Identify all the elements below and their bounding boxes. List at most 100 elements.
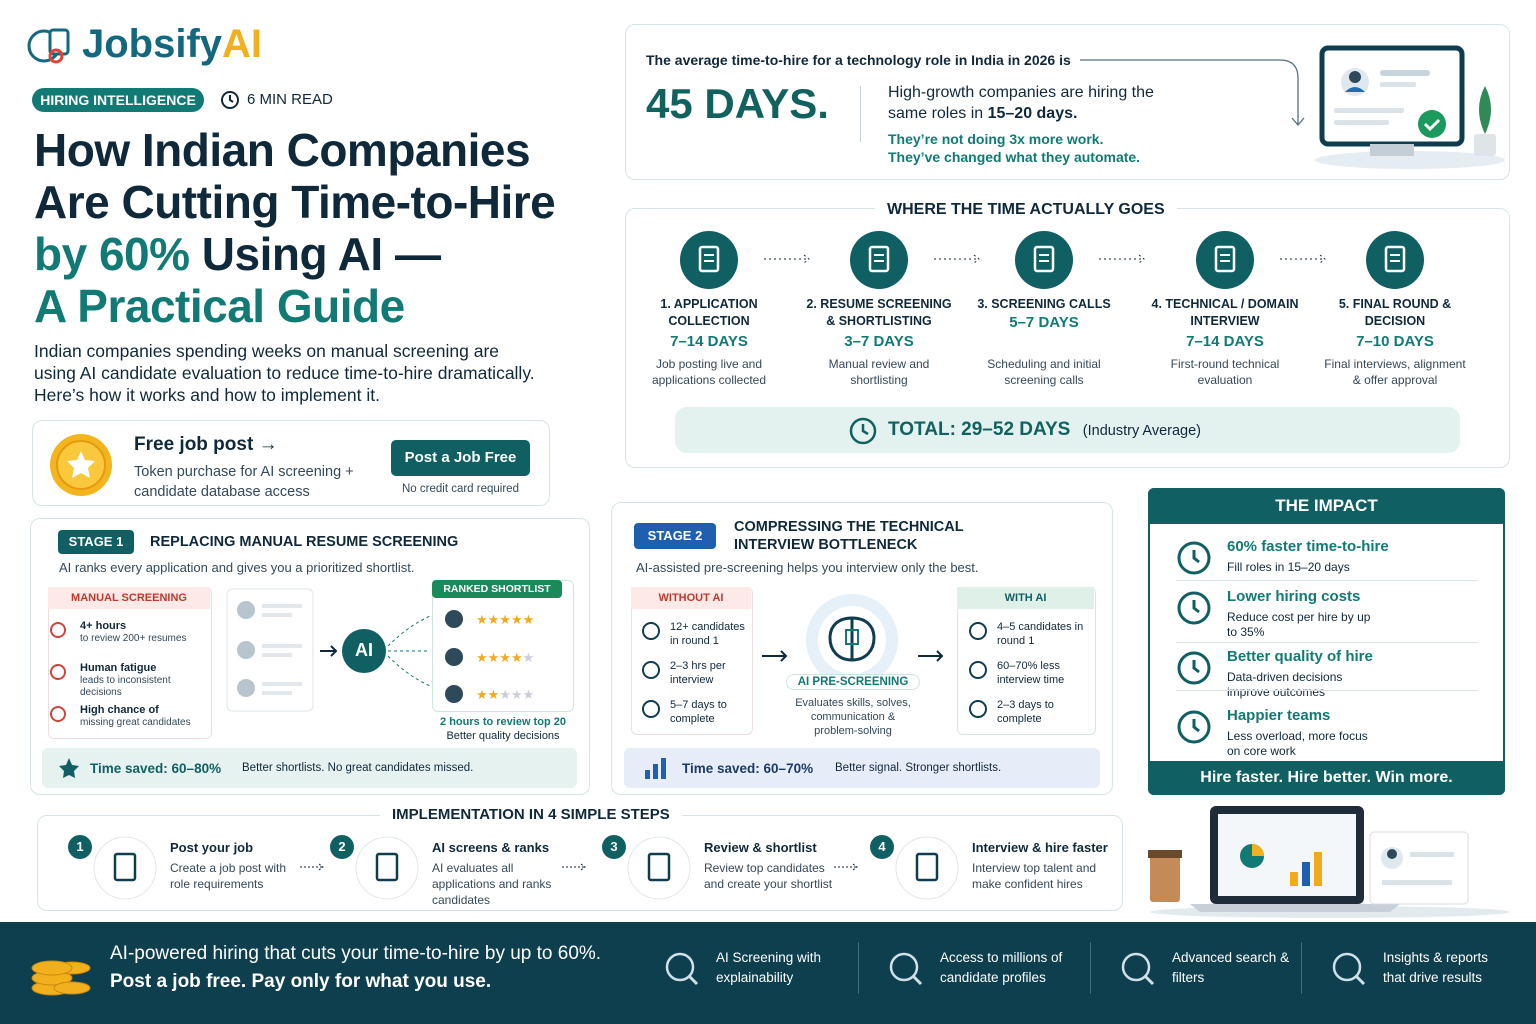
feature-divider: [858, 942, 859, 994]
step-text: AI evaluates all applications and ranks …: [432, 861, 552, 907]
logo-icon: [26, 24, 72, 68]
manual-icon: [48, 662, 68, 682]
stage2-title: COMPRESSING THE TECHNICAL INTERVIEW BOTTL…: [734, 518, 964, 554]
divider: [860, 86, 861, 142]
step-arrow: [834, 860, 860, 872]
step-desc: Scheduling and initial screening calls: [987, 357, 1101, 387]
manual-item-text: missing great candidates: [80, 717, 191, 728]
step-title: Post your job: [170, 840, 254, 855]
step-title: Interview & hire faster: [972, 840, 1108, 855]
promo-title: Free job post →: [134, 434, 278, 455]
impact-icon: [1176, 540, 1212, 576]
manual-icon: [48, 620, 68, 640]
step-text: Create a job post with role requirements: [170, 861, 287, 891]
coin-icon: [50, 434, 112, 496]
step-icon: [895, 836, 959, 900]
impact-divider: [1176, 580, 1478, 581]
list-icon-svg: [969, 700, 987, 718]
step-title: Review & shortlist: [704, 840, 817, 855]
title: How Indian Companies Are Cutting Time-to…: [34, 124, 556, 332]
list-icon: [967, 620, 989, 642]
list-icon-svg: [969, 661, 987, 679]
bars-icon: [645, 758, 666, 779]
feature-icon: [1327, 947, 1367, 987]
title-line: A Practical Guide: [34, 280, 405, 332]
manual-item-title: High chance of: [80, 704, 159, 716]
impact-icon: [1176, 650, 1212, 686]
step-arrow: [1280, 252, 1330, 266]
title-line: How Indian Companies: [34, 124, 531, 176]
list-icon-svg: [642, 622, 660, 640]
stat-note-line: They’ve changed what they automate.: [888, 149, 1141, 165]
list-item: 60–70% less interview time: [997, 660, 1065, 686]
step-number: 1: [68, 835, 92, 859]
list-item: 2–3 hrs per interview: [670, 660, 726, 686]
step-icon: [93, 836, 157, 900]
list-item: 2–3 days to complete: [997, 699, 1054, 725]
step-icon-svg: [1196, 231, 1254, 289]
impact-item-title: Lower hiring costs: [1227, 588, 1361, 605]
timeline-title: WHERE THE TIME ACTUALLY GOES: [875, 201, 1177, 219]
saved-bar: [42, 748, 577, 788]
feature-icon-svg: [1121, 952, 1155, 986]
manual-icon-svg: [50, 664, 66, 680]
title-line: by 60% Using AI —: [34, 228, 555, 280]
step-number: 4: [870, 835, 894, 859]
stat-lead: The average time-to-hire for a technolog…: [646, 52, 1071, 68]
saved-note: Better signal. Stronger shortlists.: [835, 762, 1002, 774]
center-text: Evaluates skills, solves, communication …: [795, 697, 911, 737]
stat-value: 45 DAYS.: [646, 80, 829, 127]
without-title: WITHOUT AI: [631, 587, 751, 609]
step-days: 7–14 DAYS: [670, 333, 748, 350]
impact-item-text: Data-driven decisions improve outcomes: [1227, 670, 1343, 699]
impact-icon-svg: [1177, 710, 1211, 744]
step-desc: First-round technical evaluation: [1170, 357, 1280, 387]
with-title: WITH AI: [957, 587, 1094, 609]
impact-icon-svg: [1177, 651, 1211, 685]
saved-bar: [624, 748, 1100, 788]
footer-line1: AI-powered hiring that cuts your time-to…: [110, 943, 602, 964]
star-icon: [59, 758, 79, 778]
impact-item-text: Fill roles in 15–20 days: [1227, 560, 1350, 574]
stage1-subtitle: AI ranks every application and gives you…: [59, 560, 415, 575]
feature-text: Advanced search & filters: [1172, 950, 1290, 985]
steps-title: IMPLEMENTATION IN 4 SIMPLE STEPS: [380, 806, 682, 823]
ai-label: AI: [355, 640, 373, 660]
step-label: 5. FINAL ROUND & DECISION: [1338, 297, 1452, 328]
feature-text: Insights & reports that drive results: [1383, 950, 1489, 985]
step-days: 3–7 DAYS: [844, 333, 914, 350]
center-title: AI PRE-SCREENING: [786, 674, 920, 690]
footer-band: [0, 922, 1536, 1024]
laptop-illustration: [1148, 806, 1510, 918]
resume-stack: [226, 588, 314, 712]
list-icon-svg: [969, 622, 987, 640]
step-number: 3: [602, 835, 626, 859]
stat-note-line: They’re not doing 3x more work.: [888, 131, 1104, 147]
stat-text-part: High-growth companies are hiring the sam…: [888, 84, 1154, 122]
svg-text:★★★★★: ★★★★★: [476, 612, 534, 627]
intro: Indian companies spending weeks on manua…: [34, 341, 535, 405]
step-days: 5–7 DAYS: [1009, 314, 1079, 331]
step-icon-svg: [850, 231, 908, 289]
impact-icon-svg: [1177, 591, 1211, 625]
stat-note: They’re not doing 3x more work. They’ve c…: [888, 130, 1140, 166]
step-arrow: [1099, 252, 1149, 266]
feature-text: Access to millions of candidate profiles: [940, 950, 1063, 985]
impact-icon: [1176, 709, 1212, 745]
feature-divider: [1090, 942, 1091, 994]
manual-icon-svg: [50, 706, 66, 722]
arrow-svg: [300, 863, 324, 871]
step-desc: Manual review and shortlisting: [828, 357, 930, 387]
feature-text: AI Screening with explainability: [716, 950, 822, 985]
impact-item-title: Better quality of hire: [1227, 648, 1373, 665]
feature-icon-svg: [889, 952, 923, 986]
step-days: 7–14 DAYS: [1186, 333, 1264, 350]
brand: JobsifyAI: [82, 22, 262, 67]
promo-text: Token purchase for AI screening + candid…: [134, 464, 354, 500]
stat-arrow: [1080, 59, 1305, 126]
step-icon: [1015, 231, 1073, 289]
list-icon: [640, 659, 662, 681]
post-job-button[interactable]: Post a Job Free: [391, 440, 530, 476]
svg-text:★★★★★: ★★★★★: [476, 687, 534, 702]
